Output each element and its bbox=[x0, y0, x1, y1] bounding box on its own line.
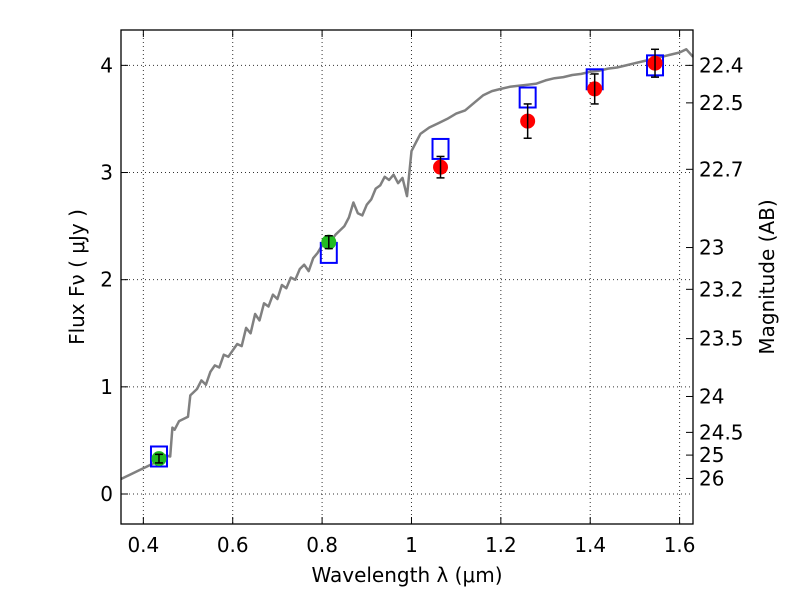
x-tick-label: 1.6 bbox=[664, 533, 696, 557]
grid-layer bbox=[121, 30, 693, 524]
x-tick-label: 0.4 bbox=[127, 533, 159, 557]
x-tick-label: 0.6 bbox=[217, 533, 249, 557]
y2-tick-label: 26 bbox=[699, 466, 724, 490]
y-tick-label: 1 bbox=[100, 375, 113, 399]
x-tick-label: 1 bbox=[405, 533, 418, 557]
x-tick-label: 1.4 bbox=[574, 533, 606, 557]
x-tick-label: 0.8 bbox=[306, 533, 338, 557]
y2-tick-label: 23.5 bbox=[699, 327, 744, 351]
y2-tick-label: 22.7 bbox=[699, 157, 744, 181]
y-tick-label: 3 bbox=[100, 161, 113, 185]
model-square-point bbox=[149, 445, 168, 468]
y2-tick-label: 22.4 bbox=[699, 53, 744, 77]
line-layer bbox=[120, 48, 694, 481]
x-tick-label: 1.2 bbox=[485, 533, 517, 557]
y2-tick-label: 24.5 bbox=[699, 420, 744, 444]
marker-layer bbox=[149, 48, 665, 468]
y2-tick-label: 25 bbox=[699, 443, 724, 467]
x-axis-label: Wavelength λ (μm) bbox=[311, 563, 502, 587]
sed-curve bbox=[120, 48, 694, 481]
plot-frame bbox=[120, 29, 694, 525]
y2-tick-label: 23.2 bbox=[699, 277, 744, 301]
y-tick-label: 2 bbox=[100, 268, 113, 292]
y2-axis-label: Magnitude (AB) bbox=[755, 199, 779, 354]
y2-tick-label: 24 bbox=[699, 384, 724, 408]
y2-tick-label: 23 bbox=[699, 236, 724, 260]
y2-tick-label: 22.5 bbox=[699, 91, 744, 115]
y-axis-label: Flux Fν ( μJy ) bbox=[65, 209, 89, 345]
y-tick-label: 0 bbox=[100, 482, 113, 506]
y-tick-label: 4 bbox=[100, 53, 113, 77]
